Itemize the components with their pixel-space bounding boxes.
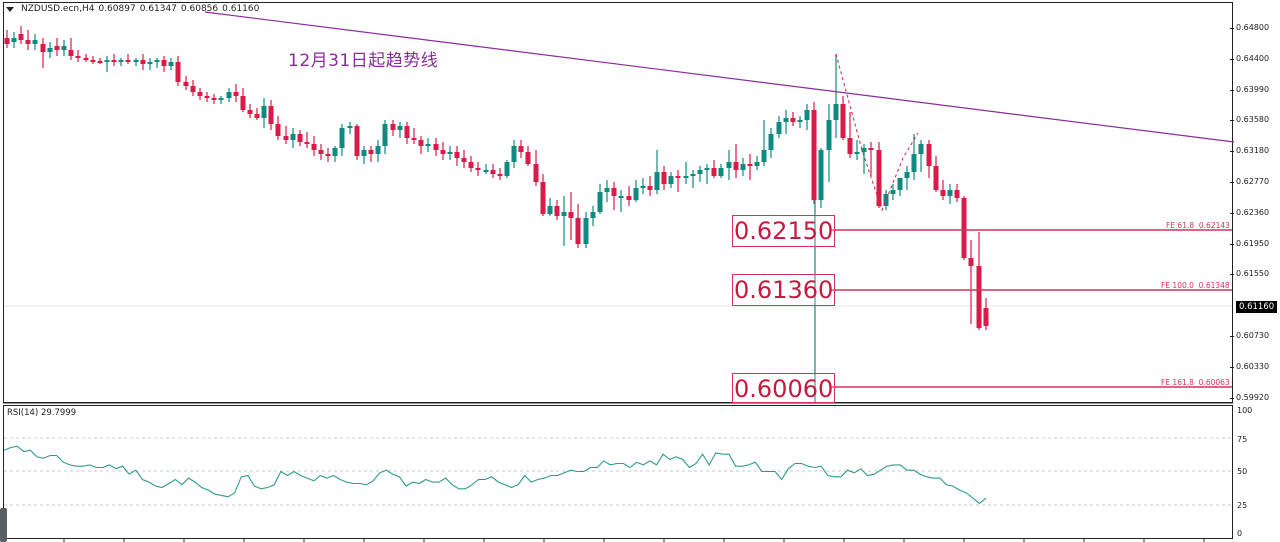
overlays	[204, 11, 1235, 402]
trendline-annotation: 12月31日起趋势线	[288, 51, 439, 71]
rsi-axis-100: 100	[1237, 406, 1253, 415]
price-axis-tick: 0.60330	[1229, 361, 1270, 371]
time-axis-ticks	[63, 538, 1205, 542]
rsi-axis-25: 25	[1237, 501, 1248, 510]
price-box-60060[interactable]: 0.60060	[732, 373, 836, 403]
rsi-panel-frame	[3, 405, 1233, 539]
rsi-axis-50: 50	[1237, 467, 1248, 476]
price-panel-frame	[3, 2, 1233, 403]
rsi-axis-0: 0	[1237, 529, 1243, 538]
price-axis-tick: 0.63990	[1229, 84, 1270, 94]
current-price-tag: 0.61160	[1236, 301, 1278, 313]
price-axis-tick: 0.61550	[1229, 269, 1270, 279]
close-value: 0.61160	[222, 4, 260, 14]
price-axis-tick: 0.62770	[1229, 177, 1270, 186]
price-box-62150[interactable]: 0.62150	[732, 215, 836, 247]
fe-label-61-8: FE 61.8 0.62143	[1166, 221, 1230, 230]
symbol-label: NZDUSD.ecn,H4	[21, 4, 95, 14]
price-axis-tick: 0.62360	[1229, 207, 1270, 217]
low-value: 0.60856	[180, 4, 219, 14]
candlestick-series	[4, 26, 989, 330]
price-axis-tick: 0.64400	[1229, 53, 1270, 63]
fe-label-100: FE 100.0 0.61348	[1161, 281, 1230, 290]
open-value: 0.60897	[98, 4, 136, 14]
price-axis-tick: 0.64800	[1229, 23, 1270, 32]
high-value: 0.61347	[139, 4, 177, 14]
price-axis-tick: 0.63180	[1229, 146, 1270, 156]
fe-label-161-8: FE 161.8 0.60063	[1161, 378, 1230, 387]
collapse-triangle-icon[interactable]	[6, 6, 14, 12]
rsi-axis-75: 75	[1237, 435, 1248, 444]
chart-header: NZDUSD.ecn,H4 0.60897 0.61347 0.60856 0.…	[6, 4, 259, 14]
price-axis-tick: 0.61950	[1229, 238, 1270, 248]
rsi-label: RSI(14) 29.7999	[7, 408, 77, 418]
price-box-61360[interactable]: 0.61360	[732, 274, 836, 306]
price-axis-tick: 0.63580	[1229, 115, 1270, 125]
rsi-series	[3, 437, 1232, 506]
price-axis-tick: 0.59920	[1229, 392, 1270, 402]
price-axis-tick: 0.60730	[1229, 331, 1270, 340]
panel-scroll-handle[interactable]	[0, 508, 7, 542]
